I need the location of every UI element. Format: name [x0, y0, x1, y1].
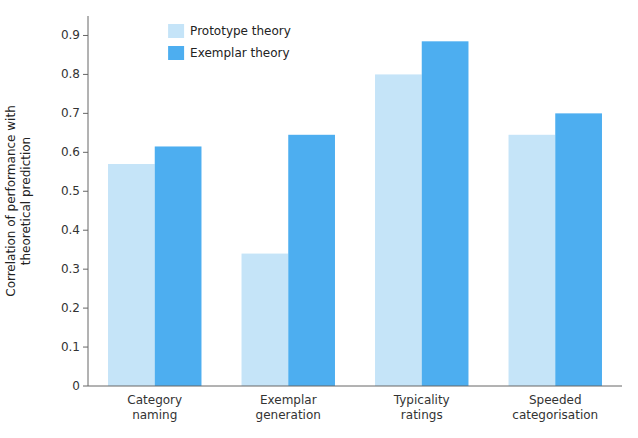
y-tick [83, 152, 88, 153]
y-tick-label: 0.1 [61, 340, 80, 354]
chart: 0 0.1 0.2 0.3 0.4 0.5 0.6 0.7 0.8 0.9 Categorynami… [0, 0, 638, 438]
y-axis-line [88, 16, 89, 386]
y-tick [83, 35, 88, 36]
y-tick [83, 74, 88, 75]
y-tick-label: 0.6 [61, 145, 80, 159]
y-tick-label: 0.2 [61, 301, 80, 315]
y-tick-label: 0.7 [61, 106, 80, 120]
x-tick-label: Typicalityratings [393, 393, 450, 422]
x-tick-label: Speededcategorisation [512, 393, 598, 422]
plot-area: 0 0.1 0.2 0.3 0.4 0.5 0.6 0.7 0.8 0.9 Categorynami… [61, 16, 622, 422]
y-tick [83, 269, 88, 270]
y-tick-label: 0.4 [61, 223, 80, 237]
y-tick-label: 0.5 [61, 184, 80, 198]
x-axis: Categorynaming Exemplargeneration Typicali… [88, 386, 622, 422]
y-axis: 0 0.1 0.2 0.3 0.4 0.5 0.6 0.7 0.8 0.9 [61, 16, 88, 393]
legend-item: Exemplar theory [168, 46, 290, 61]
y-tick [83, 191, 88, 192]
legend-label: Exemplar theory [190, 46, 290, 60]
x-axis-line [88, 386, 622, 387]
legend-label: Prototype theory [190, 24, 291, 38]
y-tick [83, 347, 88, 348]
bar [509, 135, 556, 386]
bar [555, 113, 602, 386]
chart-container: 0 0.1 0.2 0.3 0.4 0.5 0.6 0.7 0.8 0.9 Categorynami… [0, 0, 638, 438]
y-tick [83, 230, 88, 231]
y-axis-label: Correlation of performance withtheoretic… [4, 105, 33, 297]
y-tick [83, 113, 88, 114]
y-tick-label: 0.8 [61, 67, 80, 81]
bar [155, 146, 202, 386]
bars [108, 41, 602, 386]
y-tick-label: 0.3 [61, 262, 80, 276]
bar [288, 135, 335, 386]
legend: Prototype theory Exemplar theory [168, 24, 291, 61]
legend-swatch [168, 24, 184, 38]
x-tick-label: Exemplargeneration [256, 393, 321, 422]
bar [422, 41, 469, 386]
legend-swatch [168, 46, 184, 60]
y-tick-label: 0.9 [61, 28, 80, 42]
y-tick-label: 0 [72, 379, 80, 393]
bar [242, 254, 289, 386]
legend-item: Prototype theory [168, 24, 291, 39]
x-tick-label: Categorynaming [127, 393, 182, 422]
bar [108, 164, 155, 386]
y-tick [83, 308, 88, 309]
y-tick [83, 386, 88, 387]
bar [375, 74, 422, 386]
